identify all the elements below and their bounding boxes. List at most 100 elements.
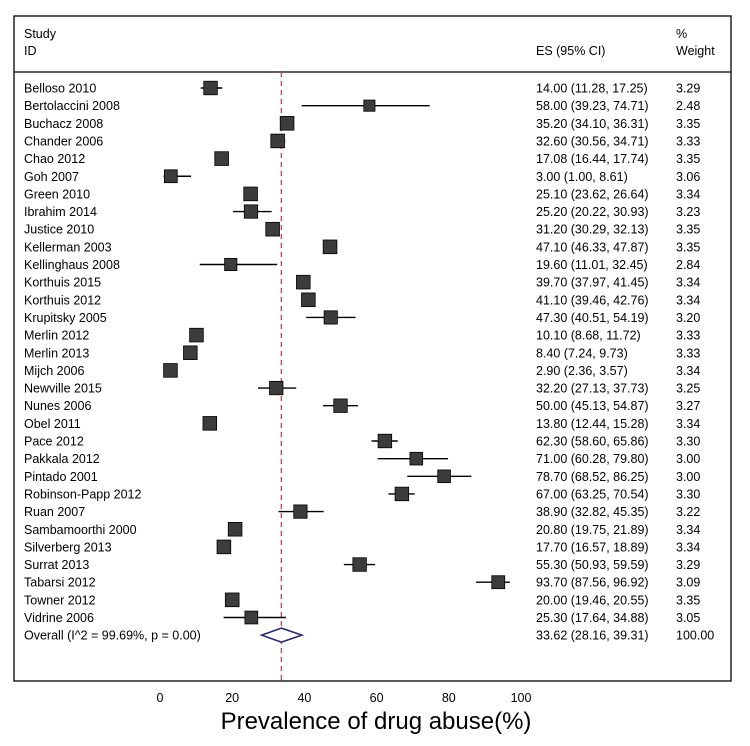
study-row: Silverberg 2013 17.70 (16.57, 18.89) 3.34 (24, 539, 700, 555)
study-ci-text: 10.10 (8.68, 11.72) (536, 329, 641, 343)
study-weight: 3.00 (676, 452, 700, 466)
study-label: Pace 2012 (24, 435, 84, 449)
study-row: Tabarsi 2012 93.70 (87.56, 96.92) 3.09 (24, 575, 700, 590)
study-marker (409, 451, 424, 466)
x-tick-label: 20 (225, 691, 239, 705)
study-row: Surrat 2013 55.30 (50.93, 59.59) 3.29 (24, 557, 700, 572)
study-label: Ruan 2007 (24, 505, 85, 519)
study-row: Chao 2012 17.08 (16.44, 17.74) 3.35 (24, 151, 700, 166)
study-marker (202, 416, 218, 431)
study-marker (491, 575, 506, 590)
study-row: Obel 2011 13.80 (12.44, 15.28) 3.34 (24, 416, 700, 431)
study-weight: 3.35 (676, 240, 700, 254)
study-row: Sambamoorthi 2000 20.80 (19.75, 21.89) 3.3… (24, 522, 700, 537)
overall-weight: 100.00 (676, 629, 714, 643)
study-label: Merlin 2013 (24, 346, 89, 360)
header-id: ID (24, 44, 37, 58)
study-row: Towner 2012 20.00 (19.46, 20.55) 3.35 (24, 592, 700, 607)
study-weight: 3.34 (676, 293, 700, 307)
overall-ci-text: 33.62 (28.16, 39.31) (536, 629, 649, 643)
study-weight: 3.22 (676, 505, 700, 519)
study-ci-text: 8.40 (7.24, 9.73) (536, 346, 628, 360)
study-label: Chao 2012 (24, 152, 85, 166)
study-ci-text: 58.00 (39.23, 74.71) (536, 99, 649, 113)
study-weight: 3.00 (676, 470, 700, 484)
study-weight: 2.48 (676, 99, 700, 113)
study-label: Green 2010 (24, 187, 90, 201)
study-weight: 3.34 (676, 523, 700, 537)
study-row: Goh 2007 3.00 (1.00, 8.61) 3.06 (24, 169, 700, 184)
study-label: Obel 2011 (24, 417, 81, 431)
study-label: Goh 2007 (24, 170, 79, 184)
study-ci-text: 3.00 (1.00, 8.61) (536, 170, 628, 184)
study-marker (270, 133, 285, 149)
study-marker (293, 504, 308, 519)
study-marker (394, 486, 410, 502)
x-tick-label: 40 (297, 691, 311, 705)
study-weight: 3.25 (676, 382, 700, 396)
study-marker (163, 169, 178, 184)
study-weight: 3.09 (676, 576, 700, 590)
study-ci-text: 67.00 (63.25, 70.54) (536, 487, 649, 501)
study-label: Kellinghaus 2008 (24, 258, 120, 272)
study-ci-text: 47.30 (40.51, 54.19) (536, 311, 649, 325)
study-label: Robinson-Papp 2012 (24, 487, 141, 501)
x-axis-ticks: 0 20 40 60 80 100 (157, 691, 532, 705)
study-ci-text: 20.00 (19.46, 20.55) (536, 593, 649, 607)
study-row: Ruan 2007 38.90 (32.82, 45.35) 3.22 (24, 504, 700, 519)
study-row: Kellinghaus 2008 19.60 (11.01, 32.45) 2.84 (24, 257, 700, 272)
study-label: Tabarsi 2012 (24, 576, 96, 590)
study-row: Buchacz 2008 35.20 (34.10, 36.31) 3.35 (24, 116, 700, 131)
study-label: Newville 2015 (24, 382, 102, 396)
study-marker (243, 204, 259, 219)
study-ci-text: 13.80 (12.44, 15.28) (536, 417, 649, 431)
study-weight: 3.33 (676, 134, 700, 148)
study-ci-text: 17.08 (16.44, 17.74) (536, 152, 649, 166)
study-weight: 3.33 (676, 329, 700, 343)
study-weight: 3.29 (676, 82, 700, 96)
study-ci-text: 35.20 (34.10, 36.31) (536, 117, 649, 131)
x-tick-label: 100 (511, 691, 532, 705)
study-weight: 3.05 (676, 611, 700, 625)
study-weight: 3.35 (676, 117, 700, 131)
study-ci-text: 71.00 (60.28, 79.80) (536, 452, 649, 466)
study-marker (189, 327, 204, 343)
study-marker (243, 186, 258, 202)
study-marker (224, 257, 238, 272)
study-label: Justice 2010 (24, 223, 94, 237)
study-label: Towner 2012 (24, 593, 96, 607)
study-row: Mijch 2006 2.90 (2.36, 3.57) 3.34 (24, 363, 700, 378)
study-weight: 3.29 (676, 558, 700, 572)
study-row: Pakkala 2012 71.00 (60.28, 79.80) 3.00 (24, 451, 700, 466)
study-marker (227, 522, 243, 537)
study-row: Kellerman 2003 47.10 (46.33, 47.87) 3.35 (24, 239, 700, 254)
study-row: Chander 2006 32.60 (30.56, 34.71) 3.33 (24, 133, 700, 149)
study-label: Sambamoorthi 2000 (24, 523, 137, 537)
study-row: Justice 2010 31.20 (30.29, 32.13) 3.35 (24, 221, 700, 237)
study-rows: Belloso 2010 14.00 (11.28, 17.25) 3.29 Bert… (24, 80, 700, 625)
study-marker (203, 80, 218, 96)
x-tick-label: 60 (370, 691, 384, 705)
study-ci-text: 17.70 (16.57, 18.89) (536, 540, 649, 554)
study-marker (301, 292, 316, 308)
study-label: Nunes 2006 (24, 399, 91, 413)
study-ci-text: 25.10 (23.62, 26.64) (536, 187, 649, 201)
study-marker (216, 539, 232, 555)
study-label: Korthuis 2012 (24, 293, 101, 307)
study-ci-text: 25.20 (20.22, 30.93) (536, 205, 649, 219)
header-study: Study (24, 27, 57, 41)
study-row: Pintado 2001 78.70 (68.52, 86.25) 3.00 (24, 469, 700, 484)
study-marker (296, 274, 311, 290)
study-row: Korthuis 2012 41.10 (39.46, 42.76) 3.34 (24, 292, 700, 308)
study-label: Buchacz 2008 (24, 117, 103, 131)
plot-frame (13, 15, 732, 682)
study-row: Nunes 2006 50.00 (45.13, 54.87) 3.27 (24, 398, 700, 413)
study-weight: 3.20 (676, 311, 700, 325)
header-weight: Weight (676, 44, 715, 58)
study-label: Vidrine 2006 (24, 611, 94, 625)
study-weight: 3.33 (676, 346, 700, 360)
study-weight: 3.27 (676, 399, 700, 413)
study-weight: 2.84 (676, 258, 700, 272)
study-marker (333, 398, 348, 413)
